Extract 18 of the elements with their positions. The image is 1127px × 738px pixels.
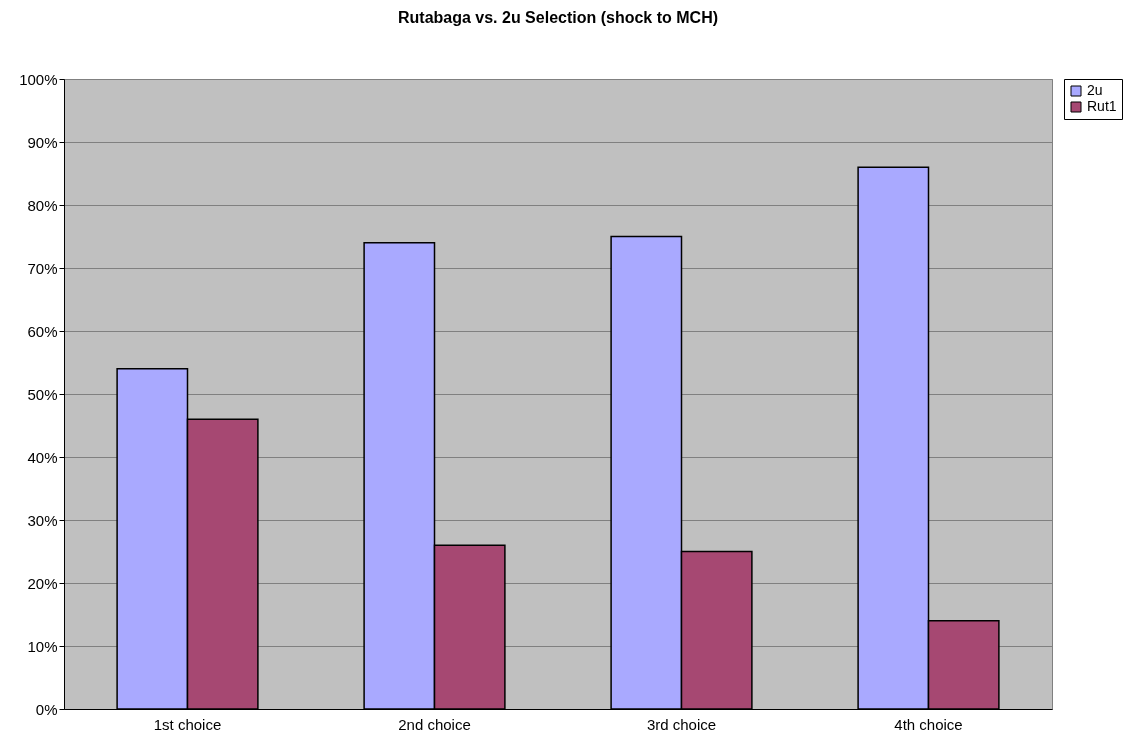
y-tick-label: 20% [27, 574, 58, 592]
y-tick-label: 90% [27, 133, 58, 151]
x-tick-label: 1st choice [153, 715, 222, 733]
y-tick-label: 70% [27, 259, 58, 277]
x-tick-label: 2nd choice [398, 715, 471, 733]
y-tick-label: 60% [27, 322, 58, 340]
y-tick-label: 0% [35, 700, 58, 718]
x-tick-label: 4th choice [894, 715, 963, 733]
y-tick-label: 10% [27, 637, 58, 655]
chart-title: Rutabaga vs. 2u Selection (shock to MCH) [397, 9, 719, 26]
y-tick-label: 80% [27, 196, 58, 214]
legend-label: 2u [1087, 82, 1103, 98]
x-tick-label: 3rd choice [646, 715, 717, 733]
y-tick-label: 40% [27, 448, 58, 466]
y-tick-label: 100% [19, 70, 58, 88]
y-tick-label: 50% [27, 385, 58, 403]
y-tick-label: 30% [27, 511, 58, 529]
legend-label: Rut1 [1087, 98, 1117, 114]
